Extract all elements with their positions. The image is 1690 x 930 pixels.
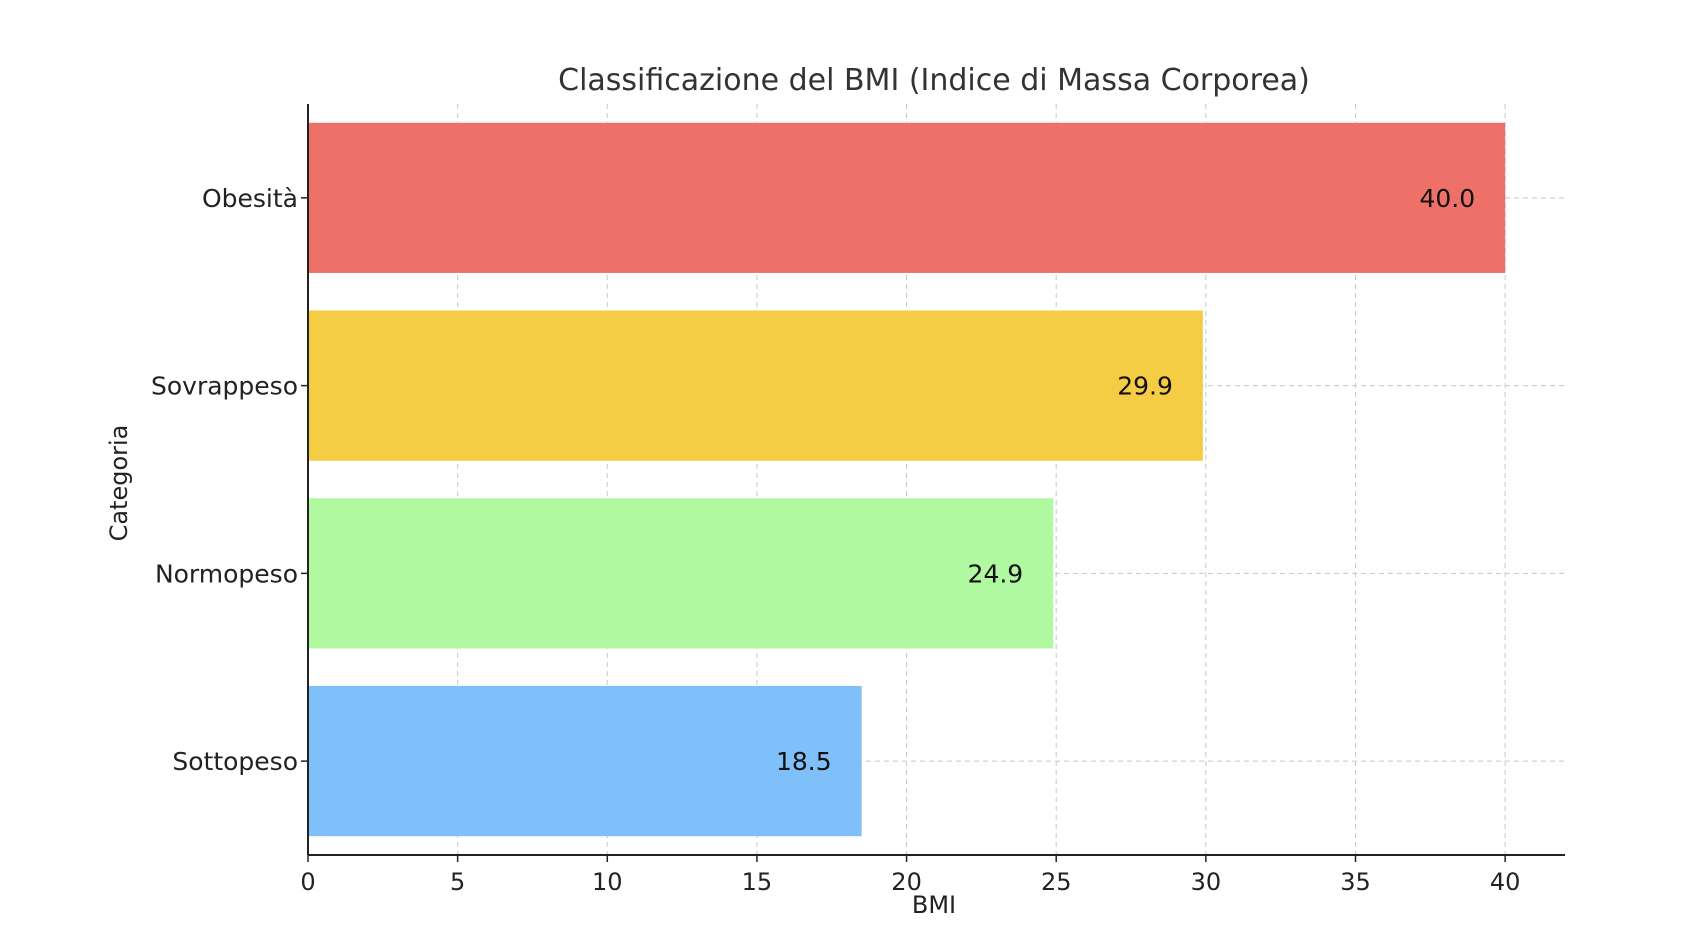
y-axis-label: Categoria bbox=[105, 425, 133, 542]
category-label: Obesità bbox=[202, 184, 298, 213]
value-label: 18.5 bbox=[776, 747, 832, 776]
value-label: 40.0 bbox=[1419, 184, 1475, 213]
x-tick-label: 25 bbox=[1041, 868, 1072, 896]
bar-obesità bbox=[308, 122, 1506, 273]
category-label: Sottopeso bbox=[172, 747, 298, 776]
x-tick-label: 0 bbox=[300, 868, 315, 896]
x-axis-label: BMI bbox=[912, 891, 956, 919]
bar-sottopeso bbox=[308, 686, 862, 837]
chart-title: Classificazione del BMI (Indice di Massa… bbox=[558, 63, 1310, 98]
x-tick-label: 10 bbox=[592, 868, 623, 896]
category-label: Normopeso bbox=[155, 559, 298, 588]
value-label: 29.9 bbox=[1117, 372, 1173, 401]
axes-layer bbox=[301, 104, 1565, 862]
x-tick-label: 35 bbox=[1340, 868, 1371, 896]
x-tick-label: 5 bbox=[450, 868, 465, 896]
x-tick-label: 15 bbox=[742, 868, 773, 896]
x-tick-label: 20 bbox=[891, 868, 922, 896]
category-label: Sovrappeso bbox=[151, 372, 298, 401]
value-label: 24.9 bbox=[968, 559, 1024, 588]
bars-layer bbox=[308, 122, 1506, 837]
bar-sovrappeso bbox=[308, 310, 1203, 461]
bar-normopeso bbox=[308, 498, 1054, 649]
labels-layer: 0 5 10 15 20 25 30 35 40 18.5 24.9 29.9 40.0 Sottopes… bbox=[151, 184, 1520, 896]
x-tick-label: 40 bbox=[1490, 868, 1521, 896]
x-tick-label: 30 bbox=[1191, 868, 1222, 896]
